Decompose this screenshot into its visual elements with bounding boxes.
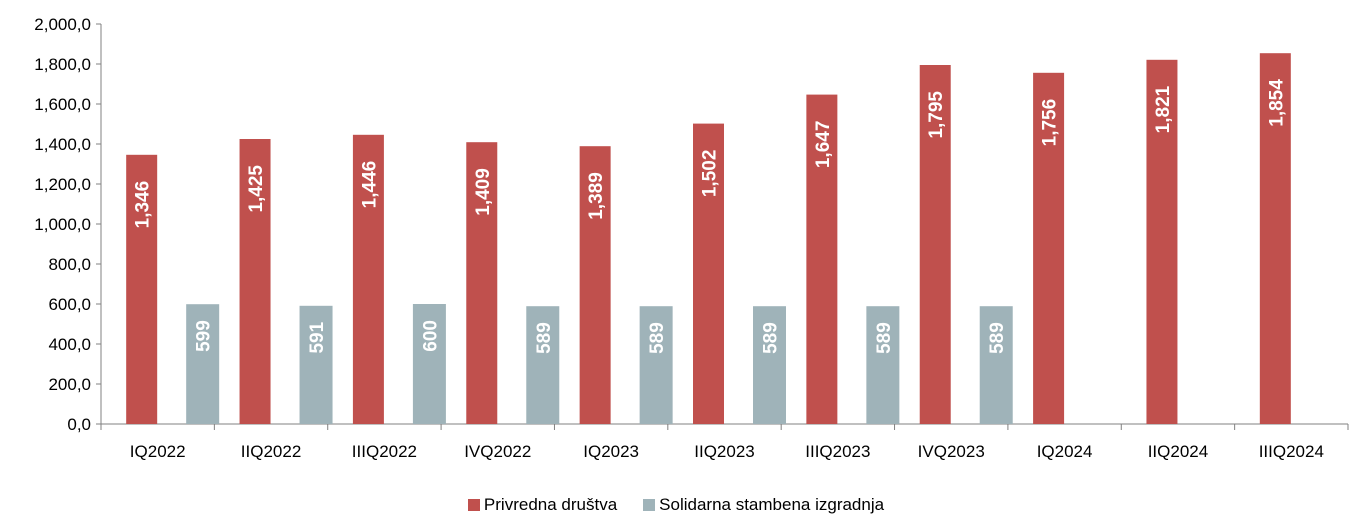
data-label-series-1: 1,502	[700, 150, 721, 198]
x-axis: IQ2022 IIQ2022 IIIQ2022 IVQ2022 IQ2023 IIQ202…	[100, 423, 1349, 461]
bar-series-1	[1033, 72, 1065, 425]
x-tick-label: IVQ2023	[918, 442, 985, 461]
data-label-series-1: 1,854	[1266, 79, 1287, 127]
bar-series-1	[352, 134, 384, 425]
data-labels: 1,346 599 1,425 591 1,446 600 1,409 589 1,389 589…	[133, 79, 1288, 354]
bar-series-2	[866, 306, 900, 424]
x-tick-label: IIIQ2022	[352, 442, 417, 461]
legend-swatch-series-2	[643, 499, 656, 511]
x-tick-label: IIIQ2023	[805, 442, 870, 461]
y-tick-label: 800,0	[48, 255, 91, 274]
data-label-series-1: 1,409	[473, 168, 494, 216]
bar-series-2	[412, 304, 446, 424]
bar-series-2	[186, 304, 220, 424]
data-label-series-1: 1,389	[586, 172, 607, 220]
x-tick-label: IIQ2024	[1148, 442, 1209, 461]
y-tick-label: 1,600,0	[34, 95, 91, 114]
y-tick-label: 1,200,0	[34, 175, 91, 194]
data-label-series-1: 1,795	[926, 91, 947, 139]
x-tick-label: IQ2024	[1037, 442, 1093, 461]
legend-swatch-series-1	[467, 499, 480, 511]
data-label-series-1: 1,446	[359, 161, 380, 209]
data-label-series-2: 599	[194, 320, 215, 352]
bars	[126, 53, 1291, 425]
y-axis: 0,0 200,0 400,0 600,0 800,0 1,000,0 1,200,0 1,4…	[34, 15, 102, 434]
y-tick-label: 200,0	[48, 375, 91, 394]
y-tick-label: 400,0	[48, 335, 91, 354]
bar-series-1	[1146, 59, 1178, 425]
data-label-series-2: 589	[987, 322, 1008, 354]
data-label-series-2: 600	[420, 320, 441, 352]
data-label-series-2: 591	[307, 321, 328, 353]
bar-series-1	[466, 142, 498, 424]
legend-label-series-1: Privredna društva	[483, 495, 618, 514]
data-label-series-1: 1,346	[133, 181, 154, 229]
x-tick-label: IQ2022	[130, 442, 186, 461]
data-label-series-2: 589	[647, 322, 668, 354]
x-tick-label: IQ2023	[583, 442, 639, 461]
x-tick-label: IIQ2023	[694, 442, 755, 461]
y-tick-label: 1,800,0	[34, 55, 91, 74]
y-tick-label: 2,000,0	[34, 15, 91, 34]
y-tick-label: 1,000,0	[34, 215, 91, 234]
bar-series-1	[239, 139, 271, 424]
bar-series-1	[693, 123, 724, 424]
data-label-series-2: 589	[534, 322, 555, 354]
bar-series-2	[526, 306, 560, 424]
data-label-series-1: 1,821	[1153, 85, 1174, 133]
legend-item-series-1: Privredna društva	[467, 495, 618, 515]
bar-chart: 0,0 200,0 400,0 600,0 800,0 1,000,0 1,200,0 1,4…	[34, 15, 1349, 461]
y-tick-label: 1,400,0	[34, 135, 91, 154]
data-label-series-2: 589	[874, 322, 895, 354]
bar-series-1	[806, 94, 838, 424]
x-tick-label: IIIQ2024	[1259, 442, 1324, 461]
legend: Privredna društva Solidarna stambena izg…	[0, 495, 1352, 515]
bar-series-1	[1259, 53, 1291, 424]
x-tick-label: IVQ2022	[464, 442, 531, 461]
bar-series-2	[979, 306, 1013, 424]
data-label-series-1: 1,425	[246, 165, 267, 213]
x-tick-label: IIQ2022	[241, 442, 302, 461]
bar-series-1	[126, 154, 158, 425]
bar-series-2	[753, 306, 786, 424]
legend-item-series-2: Solidarna stambena izgradnja	[643, 495, 884, 515]
y-tick-label: 600,0	[48, 295, 91, 314]
bar-series-1	[919, 65, 951, 424]
data-label-series-1: 1,647	[813, 121, 834, 169]
bar-series-1	[579, 146, 611, 424]
bar-series-2	[299, 305, 333, 424]
data-label-series-1: 1,756	[1040, 99, 1061, 147]
data-label-series-2: 589	[761, 322, 782, 354]
y-tick-label: 0,0	[67, 415, 91, 434]
bar-series-2	[639, 306, 673, 424]
legend-label-series-2: Solidarna stambena izgradnja	[659, 495, 885, 514]
